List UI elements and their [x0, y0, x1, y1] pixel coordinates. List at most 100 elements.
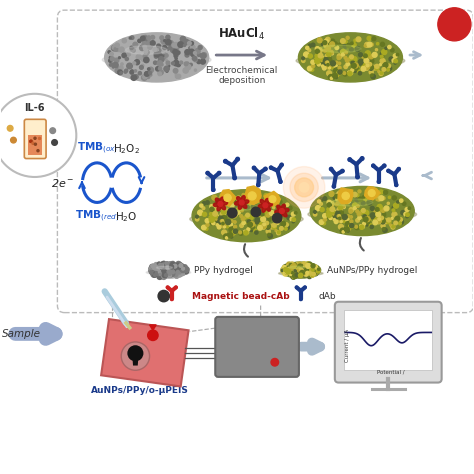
Circle shape	[167, 269, 173, 275]
Circle shape	[286, 270, 288, 272]
Circle shape	[132, 49, 135, 52]
Circle shape	[350, 55, 354, 59]
Circle shape	[173, 42, 179, 48]
Circle shape	[334, 220, 338, 224]
Circle shape	[353, 207, 356, 210]
Circle shape	[371, 216, 374, 219]
Circle shape	[310, 264, 312, 267]
Circle shape	[243, 201, 247, 206]
Circle shape	[232, 227, 236, 230]
Circle shape	[388, 46, 391, 49]
Circle shape	[159, 55, 163, 59]
Circle shape	[324, 44, 328, 47]
Circle shape	[220, 220, 223, 222]
Circle shape	[307, 274, 312, 279]
Circle shape	[298, 269, 301, 273]
Circle shape	[396, 54, 399, 56]
Circle shape	[172, 272, 174, 274]
Circle shape	[306, 271, 311, 276]
Circle shape	[221, 214, 225, 218]
Polygon shape	[101, 319, 189, 386]
Circle shape	[289, 264, 293, 267]
Circle shape	[177, 263, 182, 268]
Circle shape	[180, 62, 182, 64]
Circle shape	[326, 213, 328, 216]
Circle shape	[286, 269, 290, 273]
Circle shape	[191, 54, 194, 56]
Circle shape	[380, 55, 383, 58]
Ellipse shape	[277, 205, 282, 210]
Circle shape	[174, 54, 176, 55]
Circle shape	[162, 272, 164, 274]
Circle shape	[154, 271, 156, 273]
Circle shape	[226, 237, 228, 239]
Circle shape	[50, 128, 55, 134]
Circle shape	[197, 60, 201, 64]
Circle shape	[157, 265, 161, 269]
Circle shape	[347, 215, 350, 218]
Circle shape	[265, 221, 269, 225]
Circle shape	[150, 265, 154, 269]
Circle shape	[189, 47, 191, 50]
Circle shape	[329, 217, 332, 219]
Circle shape	[157, 44, 161, 48]
Circle shape	[333, 73, 337, 78]
Circle shape	[305, 268, 308, 271]
Circle shape	[283, 224, 286, 228]
Circle shape	[353, 203, 357, 208]
Circle shape	[366, 224, 368, 226]
Circle shape	[180, 266, 184, 271]
Circle shape	[170, 265, 173, 269]
Circle shape	[324, 49, 327, 52]
Circle shape	[217, 220, 221, 224]
Circle shape	[142, 42, 147, 47]
Circle shape	[289, 269, 292, 272]
Ellipse shape	[260, 200, 265, 204]
Circle shape	[141, 64, 144, 67]
Circle shape	[284, 228, 287, 230]
Circle shape	[347, 44, 349, 46]
Circle shape	[142, 36, 147, 42]
Circle shape	[345, 51, 347, 54]
Circle shape	[210, 217, 214, 222]
Circle shape	[327, 203, 331, 207]
Circle shape	[322, 62, 326, 65]
Circle shape	[335, 46, 339, 50]
Circle shape	[279, 180, 282, 183]
Circle shape	[359, 198, 361, 200]
Circle shape	[363, 196, 365, 198]
Circle shape	[383, 228, 385, 230]
Circle shape	[224, 194, 231, 201]
Circle shape	[310, 273, 314, 277]
Circle shape	[358, 59, 363, 64]
Circle shape	[260, 212, 264, 216]
Circle shape	[224, 209, 228, 212]
Circle shape	[230, 204, 234, 207]
Circle shape	[306, 264, 310, 268]
Circle shape	[349, 210, 352, 213]
Circle shape	[237, 211, 240, 214]
Circle shape	[340, 228, 346, 233]
Circle shape	[197, 53, 201, 56]
Circle shape	[367, 42, 372, 47]
Circle shape	[156, 48, 158, 50]
Circle shape	[295, 271, 298, 273]
Circle shape	[180, 271, 182, 274]
Circle shape	[190, 64, 192, 66]
Circle shape	[215, 215, 220, 220]
Circle shape	[329, 208, 333, 211]
Circle shape	[367, 36, 371, 40]
Circle shape	[10, 137, 16, 143]
Circle shape	[242, 221, 246, 225]
Circle shape	[290, 262, 294, 266]
Circle shape	[269, 194, 273, 198]
Circle shape	[383, 228, 387, 232]
Ellipse shape	[265, 199, 269, 204]
Circle shape	[173, 60, 179, 66]
Circle shape	[350, 197, 355, 201]
Circle shape	[300, 270, 303, 273]
Circle shape	[379, 64, 381, 66]
Circle shape	[263, 223, 265, 226]
Circle shape	[157, 268, 159, 270]
Circle shape	[356, 205, 359, 207]
